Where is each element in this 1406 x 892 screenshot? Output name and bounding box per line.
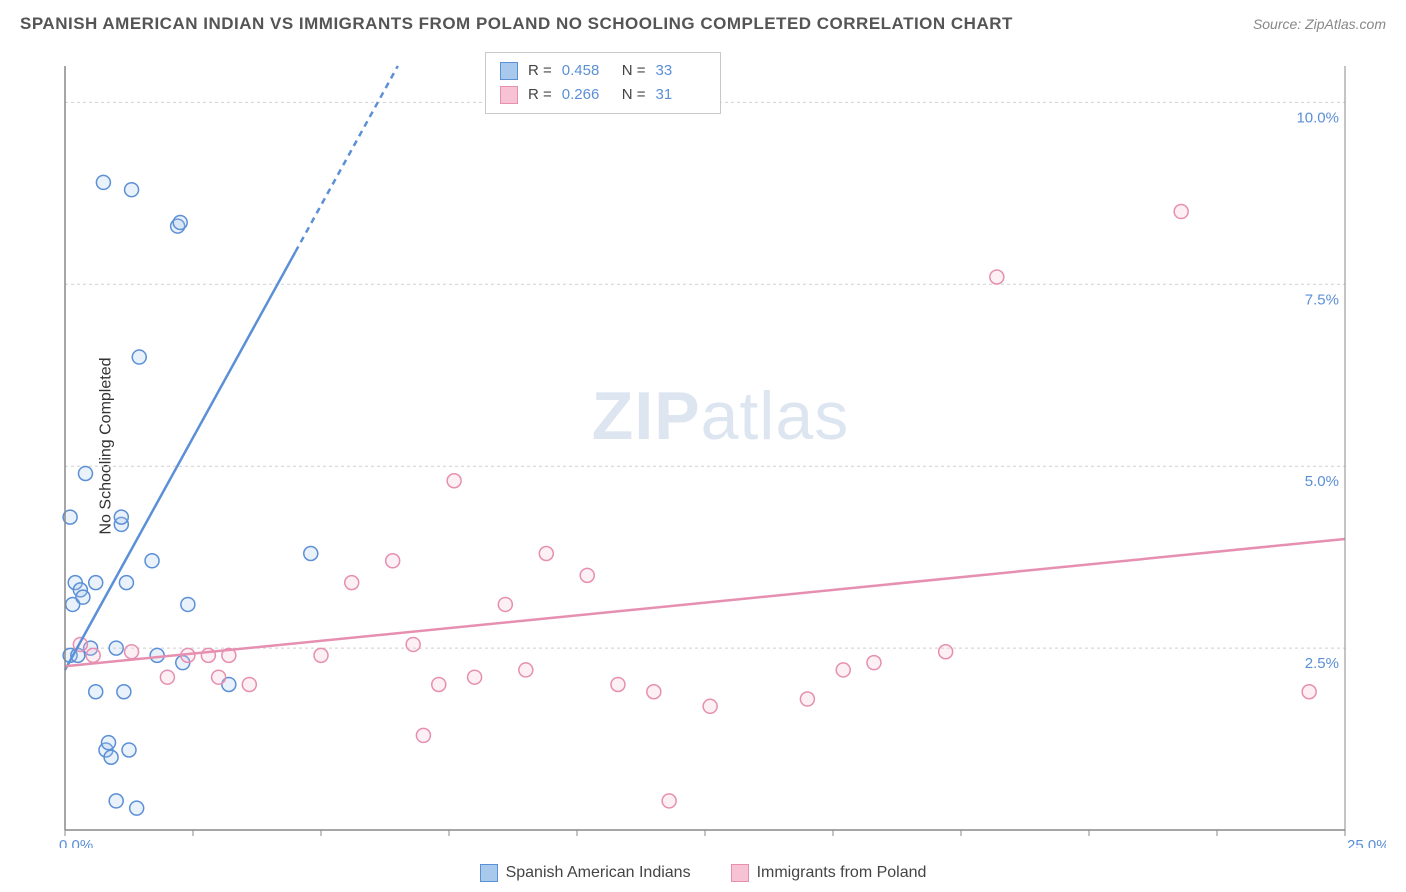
data-point <box>519 663 533 677</box>
data-point <box>109 794 123 808</box>
data-point <box>104 750 118 764</box>
data-point <box>119 576 133 590</box>
watermark: ZIPatlas <box>592 377 849 455</box>
y-tick-label: 2.5% <box>1305 655 1339 672</box>
data-point <box>89 576 103 590</box>
x-tick-label: 25.0% <box>1347 837 1386 848</box>
correlation-legend: R = 0.458 N = 33 R = 0.266 N = 31 <box>485 52 721 114</box>
data-point <box>406 637 420 651</box>
data-point <box>125 645 139 659</box>
n-label: N = <box>622 59 646 83</box>
chart-area: ZIPatlas 2.5% 5.0% 7.5% 10.0% 0.0% 25.0% R = … <box>55 48 1386 848</box>
n-value-series2: 31 <box>656 83 706 107</box>
data-point <box>150 648 164 662</box>
data-point <box>181 597 195 611</box>
data-point <box>647 685 661 699</box>
data-point <box>1302 685 1316 699</box>
data-point <box>96 175 110 189</box>
chart-title: SPANISH AMERICAN INDIAN VS IMMIGRANTS FR… <box>20 14 1013 34</box>
data-point <box>416 728 430 742</box>
legend-row-series2: R = 0.266 N = 31 <box>500 83 706 107</box>
series-legend: Spanish American Indians Immigrants from… <box>0 864 1406 882</box>
data-point <box>498 597 512 611</box>
data-point <box>836 663 850 677</box>
y-tick-label: 7.5% <box>1305 291 1339 308</box>
swatch-series2 <box>500 86 518 104</box>
data-point <box>132 350 146 364</box>
data-point <box>145 554 159 568</box>
data-point <box>1174 205 1188 219</box>
y-tick-label: 10.0% <box>1296 109 1339 126</box>
legend-label-series2: Immigrants from Poland <box>757 864 927 882</box>
y-tick-label: 5.0% <box>1305 473 1339 490</box>
swatch-series1 <box>500 62 518 80</box>
trend-line <box>65 539 1345 666</box>
data-point <box>580 568 594 582</box>
data-point <box>125 183 139 197</box>
data-point <box>432 677 446 691</box>
data-point <box>76 590 90 604</box>
data-point <box>304 547 318 561</box>
data-point <box>867 656 881 670</box>
r-label: R = <box>528 83 552 107</box>
data-point <box>386 554 400 568</box>
data-point <box>212 670 226 684</box>
data-point <box>345 576 359 590</box>
data-point <box>990 270 1004 284</box>
n-label: N = <box>622 83 646 107</box>
data-point <box>173 215 187 229</box>
swatch-series1-bottom <box>480 864 498 882</box>
data-point <box>703 699 717 713</box>
data-point <box>468 670 482 684</box>
data-point <box>114 510 128 524</box>
data-point <box>800 692 814 706</box>
watermark-bold: ZIP <box>592 378 701 454</box>
legend-item-series2: Immigrants from Poland <box>731 864 927 882</box>
data-point <box>89 685 103 699</box>
r-value-series1: 0.458 <box>562 59 612 83</box>
n-value-series1: 33 <box>656 59 706 83</box>
data-point <box>78 466 92 480</box>
data-point <box>539 547 553 561</box>
trend-line <box>65 252 295 670</box>
data-point <box>314 648 328 662</box>
source-label: Source: ZipAtlas.com <box>1253 16 1386 32</box>
r-value-series2: 0.266 <box>562 83 612 107</box>
data-point <box>939 645 953 659</box>
trend-line-dashed <box>295 66 397 252</box>
data-point <box>662 794 676 808</box>
legend-item-series1: Spanish American Indians <box>480 864 691 882</box>
legend-label-series1: Spanish American Indians <box>506 864 691 882</box>
r-label: R = <box>528 59 552 83</box>
swatch-series2-bottom <box>731 864 749 882</box>
watermark-light: atlas <box>701 378 850 454</box>
data-point <box>122 743 136 757</box>
data-point <box>109 641 123 655</box>
data-point <box>130 801 144 815</box>
data-point <box>611 677 625 691</box>
data-point <box>86 648 100 662</box>
data-point <box>160 670 174 684</box>
data-point <box>242 677 256 691</box>
data-point <box>117 685 131 699</box>
x-tick-label: 0.0% <box>59 837 93 848</box>
legend-row-series1: R = 0.458 N = 33 <box>500 59 706 83</box>
data-point <box>447 474 461 488</box>
data-point <box>102 736 116 750</box>
